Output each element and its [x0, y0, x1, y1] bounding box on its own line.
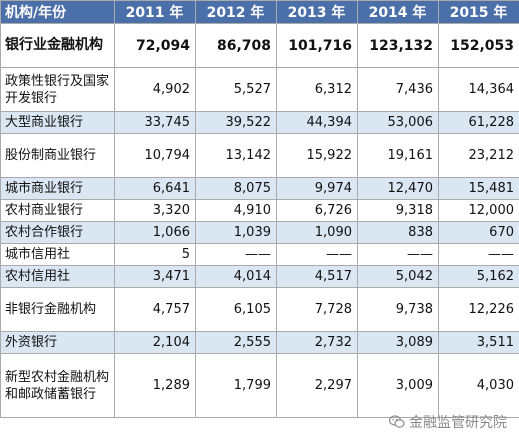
value-cell: 7,728: [276, 287, 358, 332]
value-cell: 3,320: [114, 199, 196, 222]
institution-name: 农村商业银行: [0, 199, 115, 222]
value-cell: 6,312: [276, 67, 358, 112]
header-row: 机构/年份 2011 年 2012 年 2013 年 2014 年 2015 年: [0, 0, 519, 24]
value-cell: 7,436: [357, 67, 439, 112]
header-institution: 机构/年份: [0, 0, 115, 24]
value-cell: 61,228: [438, 111, 519, 134]
value-cell: 8,075: [195, 177, 277, 200]
value-cell: 1,066: [114, 221, 196, 244]
institution-name: 非银行金融机构: [0, 287, 115, 332]
value-cell: 6,641: [114, 177, 196, 200]
header-year-2014: 2014 年: [357, 0, 439, 24]
value-cell: 4,902: [114, 67, 196, 112]
value-cell: 5: [114, 243, 196, 266]
institution-name: 股份制商业银行: [0, 133, 115, 178]
institution-name: 政策性银行及国家开发银行: [0, 67, 115, 112]
header-year-2015: 2015 年: [438, 0, 519, 24]
value-cell: 4,030: [438, 353, 519, 418]
value-cell: 123,132: [357, 23, 439, 68]
value-cell: ——: [438, 243, 519, 266]
value-cell: 12,000: [438, 199, 519, 222]
table-row: 非银行金融机构 4,757 6,105 7,728 9,738 12,226: [0, 287, 519, 332]
table-row: 股份制商业银行 10,794 13,142 15,922 19,161 23,212: [0, 133, 519, 178]
value-cell: 10,794: [114, 133, 196, 178]
value-cell: 15,481: [438, 177, 519, 200]
value-cell: 4,757: [114, 287, 196, 332]
table-row: 外资银行 2,104 2,555 2,732 3,089 3,511: [0, 331, 519, 354]
value-cell: 4,910: [195, 199, 277, 222]
header-year-2011: 2011 年: [114, 0, 196, 24]
table-row: 政策性银行及国家开发银行 4,902 5,527 6,312 7,436 14,364: [0, 67, 519, 112]
value-cell: 6,105: [195, 287, 277, 332]
header-year-2012: 2012 年: [195, 0, 277, 24]
institution-name: 新型农村金融机构和邮政储蓄银行: [0, 353, 115, 418]
value-cell: 3,511: [438, 331, 519, 354]
value-cell: 86,708: [195, 23, 277, 68]
value-cell: ——: [357, 243, 439, 266]
value-cell: 12,226: [438, 287, 519, 332]
value-cell: 2,297: [276, 353, 358, 418]
value-cell: 1,799: [195, 353, 277, 418]
value-cell: 3,089: [357, 331, 439, 354]
value-cell: 72,094: [114, 23, 196, 68]
value-cell: 53,006: [357, 111, 439, 134]
table-row: 城市信用社 5 —— —— —— ——: [0, 243, 519, 266]
value-cell: 101,716: [276, 23, 358, 68]
value-cell: 5,527: [195, 67, 277, 112]
wechat-icon: [388, 415, 405, 429]
table-row: 农村信用社 3,471 4,014 4,517 5,042 5,162: [0, 265, 519, 288]
header-year-2013: 2013 年: [276, 0, 358, 24]
value-cell: 2,732: [276, 331, 358, 354]
table-row: 大型商业银行 33,745 39,522 44,394 53,006 61,228: [0, 111, 519, 134]
value-cell: 44,394: [276, 111, 358, 134]
institution-name: 城市商业银行: [0, 177, 115, 200]
value-cell: 15,922: [276, 133, 358, 178]
value-cell: 9,738: [357, 287, 439, 332]
value-cell: 14,364: [438, 67, 519, 112]
value-cell: 670: [438, 221, 519, 244]
bank-assets-table: 机构/年份 2011 年 2012 年 2013 年 2014 年 2015 年…: [0, 0, 519, 418]
value-cell: ——: [276, 243, 358, 266]
value-cell: 3,009: [357, 353, 439, 418]
table-row: 农村商业银行 3,320 4,910 6,726 9,318 12,000: [0, 199, 519, 222]
value-cell: 3,471: [114, 265, 196, 288]
institution-name: 农村信用社: [0, 265, 115, 288]
value-cell: 6,726: [276, 199, 358, 222]
value-cell: 12,470: [357, 177, 439, 200]
value-cell: 19,161: [357, 133, 439, 178]
value-cell: 1,289: [114, 353, 196, 418]
value-cell: 13,142: [195, 133, 277, 178]
institution-name: 大型商业银行: [0, 111, 115, 134]
value-cell: 152,053: [438, 23, 519, 68]
institution-name: 农村合作银行: [0, 221, 115, 244]
table-row: 农村合作银行 1,066 1,039 1,090 838 670: [0, 221, 519, 244]
value-cell: 1,090: [276, 221, 358, 244]
table-row: 新型农村金融机构和邮政储蓄银行 1,289 1,799 2,297 3,009 4,030: [0, 353, 519, 418]
value-cell: 1,039: [195, 221, 277, 244]
value-cell: 33,745: [114, 111, 196, 134]
watermark-text: 金融监管研究院: [409, 415, 507, 431]
value-cell: 2,104: [114, 331, 196, 354]
institution-name: 外资银行: [0, 331, 115, 354]
value-cell: 23,212: [438, 133, 519, 178]
value-cell: 5,162: [438, 265, 519, 288]
value-cell: ——: [195, 243, 277, 266]
value-cell: 9,318: [357, 199, 439, 222]
value-cell: 9,974: [276, 177, 358, 200]
institution-name: 城市信用社: [0, 243, 115, 266]
value-cell: 4,014: [195, 265, 277, 288]
watermark: 金融监管研究院: [388, 412, 507, 432]
table-row: 城市商业银行 6,641 8,075 9,974 12,470 15,481: [0, 177, 519, 200]
table-row: 银行业金融机构 72,094 86,708 101,716 123,132 152,053: [0, 23, 519, 68]
value-cell: 838: [357, 221, 439, 244]
value-cell: 39,522: [195, 111, 277, 134]
value-cell: 4,517: [276, 265, 358, 288]
value-cell: 2,555: [195, 331, 277, 354]
institution-name: 银行业金融机构: [0, 23, 115, 68]
value-cell: 5,042: [357, 265, 439, 288]
